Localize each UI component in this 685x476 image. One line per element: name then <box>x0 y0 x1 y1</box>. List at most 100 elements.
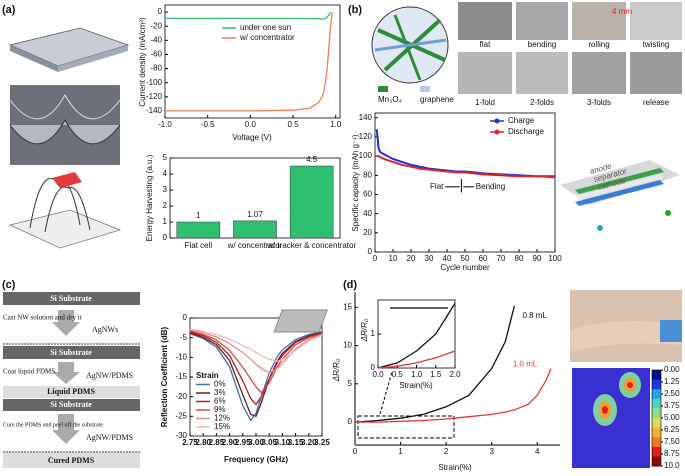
y-tick-label: 10 <box>343 341 352 350</box>
scale-label: 4 mm <box>612 7 632 16</box>
x-tick-label: 60 <box>479 254 488 263</box>
series-line <box>355 368 552 423</box>
layer-label: Si Substrate <box>50 294 92 303</box>
y-tick-label: -100 <box>146 78 163 87</box>
plot-frame <box>164 4 341 119</box>
series-line <box>165 11 332 20</box>
legend-label: 9% <box>214 405 226 414</box>
x-tick-label: 50 <box>461 254 470 263</box>
colorbar-label: 8.75 <box>664 449 680 458</box>
legend-label: 6% <box>214 397 226 406</box>
series-line <box>354 305 516 423</box>
x-tick-label: 2 <box>444 447 449 456</box>
y-axis-label: ΔR/R₀ <box>332 358 341 382</box>
x-tick-label: 2.0 <box>449 370 461 379</box>
panel-label: (c) <box>2 279 16 291</box>
series-label: 1.0 mL <box>513 360 538 369</box>
series-line <box>189 330 323 394</box>
y-tick-label: 1 <box>371 329 376 338</box>
x-tick-label: 2.80 <box>195 438 211 447</box>
y-tick-label: -140 <box>146 106 163 115</box>
layer-label: AgNW/PDMS <box>86 371 133 380</box>
photo-label: flat <box>480 40 491 49</box>
data-label: 4.5 <box>306 155 318 164</box>
x-axis-label: Voltage (V) <box>232 133 272 142</box>
series-line <box>189 329 323 374</box>
material-label: Mn₃O₄ <box>378 95 402 104</box>
x-tick-label: 1.5 <box>430 370 442 379</box>
step-label: Cast NW solution and dry it <box>3 314 82 322</box>
series-line <box>377 303 456 369</box>
y-tick-label: -20 <box>150 21 162 30</box>
bar <box>176 221 221 239</box>
x-tick-label: 20 <box>407 254 416 263</box>
colorbar-label: 1.25 <box>664 377 680 386</box>
legend-label: under one sun <box>240 23 291 32</box>
inset-device <box>273 309 328 333</box>
legend-label: Discharge <box>508 127 545 136</box>
x-tick-label: w/ tracker & concentrator <box>266 241 356 250</box>
legend-label: 12% <box>214 414 230 423</box>
x-tick-label: 2.75 <box>182 438 198 447</box>
series-line <box>375 129 555 178</box>
x-tick-label: 3.10 <box>275 438 291 447</box>
panel-label: (a) <box>2 4 16 16</box>
x-tick-label: 3.00 <box>248 438 264 447</box>
x-tick-label: 2.95 <box>235 438 251 447</box>
x-tick-label: 0.0 <box>245 120 257 129</box>
y-tick-label: 0 <box>183 313 188 322</box>
series-line <box>165 12 333 112</box>
annotation: Flat <box>430 182 444 191</box>
x-tick-label: 90 <box>533 254 542 263</box>
legend-title: Strain <box>196 371 219 380</box>
colorbar-label: 5.00 <box>664 413 680 422</box>
x-tick-label: 100 <box>548 254 562 263</box>
step-label: Coat liquid PDMS <box>3 368 55 376</box>
x-tick-label: w/ concentrator <box>227 241 283 250</box>
y-axis-label: Energy Harvesting (a.u.) <box>145 154 154 241</box>
colorbar-band <box>652 389 661 400</box>
x-tick-label: 30 <box>425 254 434 263</box>
series-line <box>189 331 323 418</box>
x-tick-label: 10 <box>389 254 398 263</box>
x-tick-label: 0 <box>373 254 378 263</box>
y-tick-label: 3 <box>163 185 168 194</box>
y-tick-label: -20 <box>175 392 187 401</box>
process-diagram <box>3 292 140 468</box>
colorbar-band <box>652 456 661 467</box>
x-tick-label: 1 <box>398 447 403 456</box>
photo-label: twisting <box>643 40 670 49</box>
panel-label: (b) <box>348 4 362 16</box>
x-tick-label: 3.05 <box>261 438 277 447</box>
x-tick-label: 0.5 <box>287 120 299 129</box>
x-tick-label: 70 <box>497 254 506 263</box>
y-tick-label: -80 <box>150 64 162 73</box>
y-tick-label: -15 <box>175 372 187 381</box>
panel-label: (d) <box>343 279 357 291</box>
y-tick-label: 60 <box>363 190 372 199</box>
x-axis-label: Strain(%) <box>399 381 433 390</box>
y-tick-label: -40 <box>150 35 162 44</box>
bar <box>289 165 334 239</box>
y-tick-label: 4 <box>163 169 168 178</box>
legend-label: w/ concentrator <box>239 33 295 42</box>
x-tick-label: 3 <box>489 447 494 456</box>
series-line <box>189 331 323 406</box>
legend-swatch <box>494 129 500 135</box>
x-tick-label: 4 <box>535 447 540 456</box>
y-tick-label: 20 <box>363 228 372 237</box>
x-tick-label: 3.25 <box>314 438 330 447</box>
bar <box>233 220 277 239</box>
annotation: Bending <box>476 182 505 191</box>
x-tick-label: 1.0 <box>330 120 342 129</box>
y-tick-label: -120 <box>146 92 163 101</box>
colorbar-band <box>652 437 661 448</box>
x-tick-label: 3.20 <box>301 438 317 447</box>
legend-label: 0% <box>214 380 226 389</box>
x-tick-label: 3.15 <box>288 438 304 447</box>
y-tick-label: 80 <box>363 170 372 179</box>
series-label: 0.8 mL <box>522 311 547 320</box>
colorbar-label: 7.50 <box>664 437 680 446</box>
layer-label: AgNW/PDMS <box>86 433 133 442</box>
